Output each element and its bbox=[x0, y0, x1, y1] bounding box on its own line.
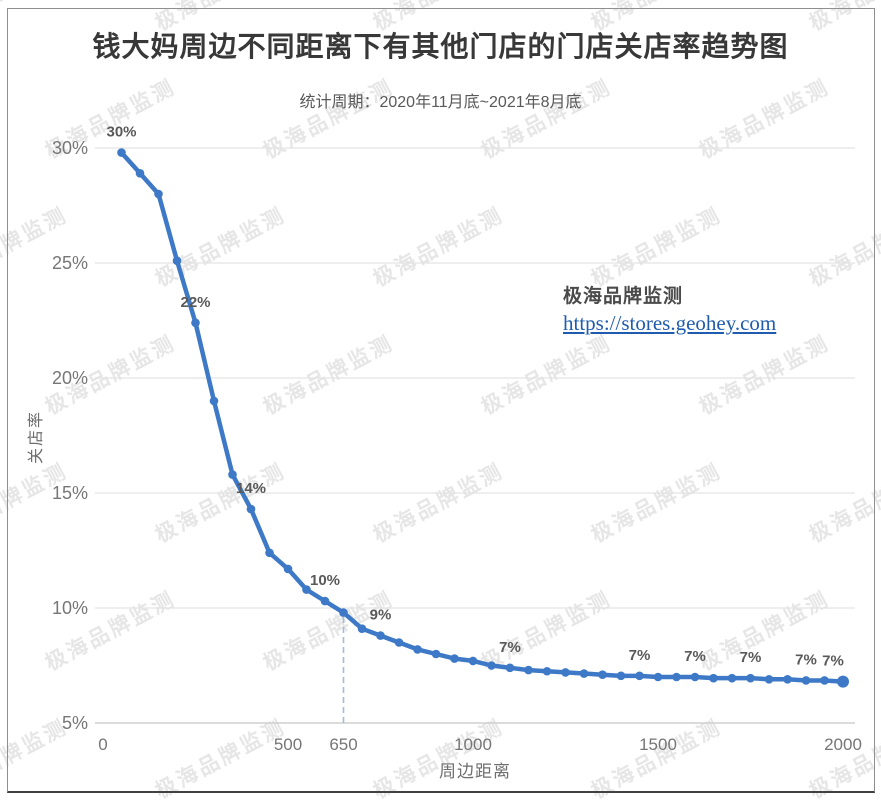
data-point bbox=[672, 672, 681, 682]
data-point bbox=[820, 676, 829, 685]
x-tick-label: 500 bbox=[274, 735, 302, 754]
data-point-label: 30% bbox=[106, 124, 136, 141]
data-point bbox=[302, 585, 311, 594]
chart-subtitle: 统计周期：2020年11月底~2021年8月底 bbox=[299, 94, 582, 111]
y-tick-label: 5% bbox=[62, 713, 88, 733]
data-point bbox=[746, 673, 755, 683]
data-point bbox=[320, 596, 330, 606]
data-point bbox=[468, 656, 478, 666]
data-point bbox=[265, 548, 274, 558]
data-point bbox=[431, 649, 441, 659]
data-point-label: 7% bbox=[629, 647, 651, 664]
brand-link[interactable]: https://stores.geohey.com bbox=[563, 311, 777, 335]
data-point bbox=[837, 675, 849, 688]
data-point-label: 7% bbox=[684, 648, 706, 665]
x-tick-label: 1000 bbox=[454, 735, 492, 754]
data-point bbox=[283, 564, 293, 574]
data-point bbox=[542, 666, 552, 676]
data-point bbox=[339, 608, 348, 617]
x-tick-label: 0 bbox=[98, 735, 107, 754]
data-point-label: 7% bbox=[822, 653, 844, 670]
y-tick-label: 20% bbox=[52, 368, 88, 388]
data-point bbox=[690, 672, 700, 682]
y-tick-label: 10% bbox=[52, 598, 88, 618]
y-tick-label: 25% bbox=[52, 253, 88, 273]
x-tick-label: 1500 bbox=[639, 735, 677, 754]
data-point bbox=[117, 148, 126, 157]
x-axis-title: 周边距离 bbox=[439, 762, 511, 781]
data-point bbox=[246, 504, 256, 514]
data-point bbox=[135, 169, 145, 178]
data-point bbox=[598, 670, 607, 679]
data-point-label: 14% bbox=[236, 480, 266, 497]
data-point bbox=[357, 624, 367, 633]
data-point bbox=[505, 663, 515, 673]
data-point bbox=[561, 668, 570, 677]
data-point bbox=[376, 631, 385, 640]
data-point bbox=[524, 665, 533, 675]
y-tick-label: 15% bbox=[52, 483, 88, 503]
data-point bbox=[783, 675, 792, 684]
data-point bbox=[487, 661, 496, 670]
data-point-label: 22% bbox=[180, 294, 210, 311]
data-point bbox=[764, 675, 774, 684]
data-point bbox=[413, 645, 422, 654]
data-point bbox=[709, 673, 718, 683]
chart-title: 钱大妈周边不同距离下有其他门店的门店关店率趋势图 bbox=[92, 31, 789, 62]
data-point-label: 9% bbox=[370, 607, 392, 624]
y-axis-title: 关店率 bbox=[28, 410, 45, 465]
data-point-label: 7% bbox=[499, 639, 521, 656]
data-point bbox=[154, 189, 163, 199]
y-tick-label: 30% bbox=[52, 138, 88, 158]
data-point bbox=[653, 672, 663, 682]
trend-line bbox=[119, 150, 846, 684]
data-point bbox=[616, 671, 626, 681]
x-tick-label: 2000 bbox=[824, 735, 862, 754]
data-point bbox=[727, 673, 737, 683]
data-point-label: 7% bbox=[795, 651, 817, 668]
data-point bbox=[635, 671, 644, 681]
data-point bbox=[209, 396, 219, 406]
data-point bbox=[579, 669, 589, 678]
data-point-label: 10% bbox=[310, 572, 340, 589]
data-point bbox=[191, 318, 200, 328]
data-point bbox=[172, 256, 182, 266]
data-point bbox=[394, 638, 404, 647]
data-point bbox=[801, 676, 811, 685]
x-tick-label: 650 bbox=[329, 735, 357, 754]
data-point bbox=[228, 470, 237, 479]
data-point-label: 7% bbox=[740, 649, 762, 666]
brand-annotation: 极海品牌监测 https://stores.geohey.com bbox=[563, 281, 776, 336]
brand-name: 极海品牌监测 bbox=[563, 286, 684, 307]
data-point bbox=[450, 654, 459, 663]
